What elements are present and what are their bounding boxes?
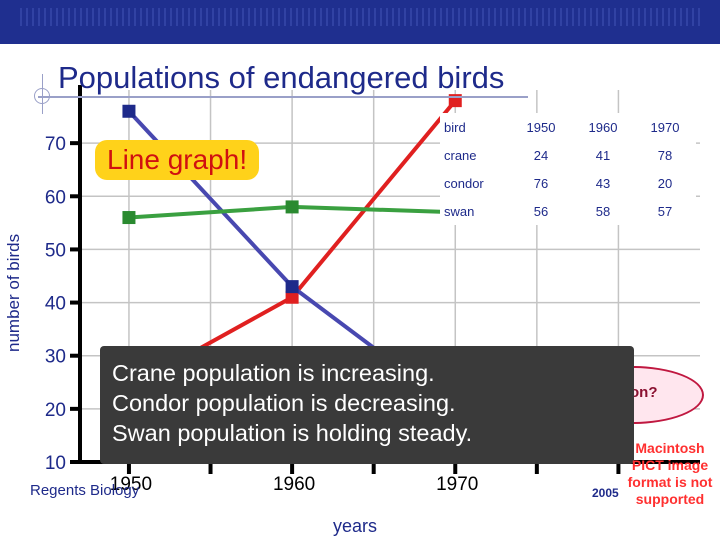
y-tick-label: 10 [45,453,66,474]
table-header-cell: 1970 [650,119,680,135]
data-point-swan [285,200,299,214]
table-header-cell: bird [444,119,466,135]
y-tick-label: 60 [45,187,66,208]
table-row: condor 76 43 20 [440,169,696,197]
y-tick-label: 50 [45,240,66,261]
footer-year: 2005 [592,486,619,500]
y-tick-label: 20 [45,400,66,421]
table-cell: 41 [595,147,611,163]
bubble-text: on? [630,384,658,401]
footer-course: Regents Biology [30,482,140,499]
slide-header-bar [0,0,720,44]
table-cell: 24 [533,147,549,163]
summary-line-crane: Crane population is increasing. [112,360,435,386]
slide-title: Populations of endangered birds [58,60,505,95]
title-underline [38,96,528,98]
y-tick-label: 30 [45,347,66,368]
summary-overlay: Crane population is increasing. Condor p… [100,346,634,464]
data-table: bird 1950 1960 1970 crane 24 41 78 condo… [440,113,696,225]
table-row: crane 24 41 78 [440,141,696,169]
y-tick-label: 40 [45,294,66,315]
table-row: swan 56 58 57 [440,197,696,225]
data-point-crane [285,290,299,304]
table-cell: 76 [533,175,549,191]
summary-line-condor: Condor population is decreasing. [112,390,456,416]
table-header-cell: 1960 [588,119,618,135]
data-point-condor [122,104,136,118]
x-tick-label: 1950 [110,474,152,495]
table-cell: condor [444,175,484,191]
data-point-swan [122,211,136,225]
chart-tick-labels: 10 20 30 40 50 60 70 1950 1960 1970 [45,134,479,495]
line-graph-callout: Line graph! [95,140,260,180]
y-axis-label: number of birds [4,233,23,352]
table-cell: 56 [533,203,549,219]
table-cell: 20 [657,175,673,191]
y-tick-label: 70 [45,134,66,155]
table-cell: swan [444,203,475,219]
table-cell: 43 [595,175,611,191]
table-cell: 78 [657,147,673,163]
data-point-condor [285,280,299,294]
header-pattern [20,8,700,26]
x-tick-label: 1960 [273,474,315,495]
table-header-row: bird 1950 1960 1970 [440,113,696,141]
table-header-cell: 1950 [526,119,556,135]
summary-line-swan: Swan population is holding steady. [112,420,473,446]
table-cell: 58 [595,203,611,219]
x-tick-label: 1970 [436,474,478,495]
x-axis-label: years [333,516,377,536]
table-cell: 57 [657,203,673,219]
table-cell: crane [444,147,477,163]
image-placeholder-notice: Macintosh PICT image format is not suppo… [627,440,713,507]
